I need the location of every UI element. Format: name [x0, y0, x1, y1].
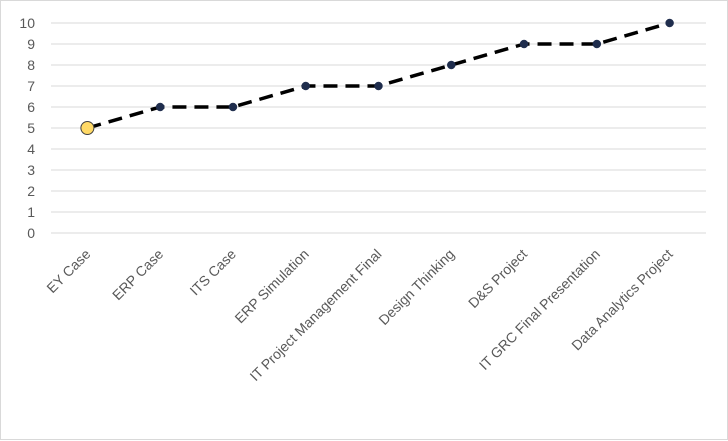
y-tick-label: 6	[27, 99, 35, 115]
data-point	[374, 81, 383, 91]
y-tick-label: 8	[27, 57, 35, 73]
y-tick-label: 0	[27, 225, 35, 241]
data-point	[592, 39, 602, 49]
y-tick-label: 9	[27, 36, 35, 52]
data-point	[665, 18, 674, 28]
y-tick-label: 3	[27, 162, 35, 178]
series-line	[86, 21, 671, 130]
x-category-label: EY Case	[43, 246, 93, 296]
y-tick-label: 4	[27, 141, 35, 157]
x-category-label: D&S Project	[465, 246, 530, 311]
series-line-0	[86, 21, 671, 130]
x-category-label: ITS Case	[186, 246, 239, 299]
y-tick-label: 7	[27, 78, 35, 94]
x-category-label: ERP Simulation	[231, 246, 311, 326]
highlighted-data-point	[80, 121, 95, 135]
x-category-label: Design Thinking	[375, 246, 457, 328]
y-axis-tick-labels: 0 1 2 3 4 5 6 7 8 9 10	[19, 15, 35, 241]
y-tick-label: 5	[27, 120, 35, 136]
data-point	[155, 102, 165, 112]
y-tick-label: 10	[19, 15, 35, 31]
x-category-label: IT GRC Final Presentation	[476, 246, 603, 373]
y-tick-label: 1	[27, 204, 35, 220]
gridlines	[51, 22, 706, 234]
series-markers	[80, 18, 674, 135]
data-point	[447, 60, 456, 70]
data-point	[301, 81, 310, 91]
x-category-label: ERP Case	[109, 246, 167, 304]
data-point	[228, 102, 238, 112]
data-point	[519, 39, 529, 49]
x-category-label: IT Project Management Final	[246, 246, 384, 384]
y-tick-label: 2	[27, 183, 35, 199]
